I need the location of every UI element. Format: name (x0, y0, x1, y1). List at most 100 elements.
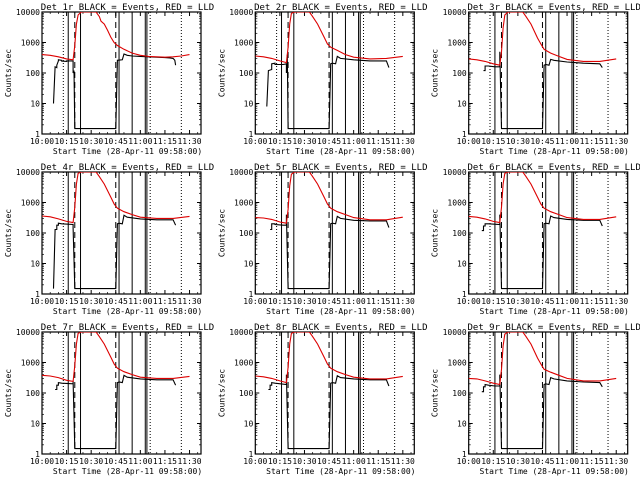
x-tick-label: 10:30 (506, 137, 530, 146)
x-tick-label: 10:15 (268, 457, 292, 466)
x-tick-label: 10:45 (317, 297, 341, 306)
series-events-line (268, 374, 390, 450)
series-lld-line (255, 172, 403, 224)
panel-det-2: Det 2r BLACK = Events, RED = LLD 1 10 100 10… (217, 3, 427, 156)
y-tick-label: 10 (457, 260, 467, 269)
x-tick-label: 11:30 (177, 297, 201, 306)
x-tick-label: 10:15 (55, 137, 79, 146)
y-tick-label: 1000 (234, 39, 253, 48)
x-tick-label: 10:30 (79, 137, 103, 146)
plot-area (468, 12, 617, 134)
plot-frame (468, 171, 629, 295)
y-tick-label: 10 (30, 100, 40, 109)
y-tick-label: 1 (462, 450, 467, 459)
y-tick-label: 10 (244, 100, 254, 109)
x-tick-label: 10:00 (457, 457, 481, 466)
series-lld-line (42, 332, 190, 383)
panel-det-9: Det 9r BLACK = Events, RED = LLD 1 10 100 10… (431, 323, 640, 476)
x-tick-label: 11:00 (128, 297, 152, 306)
panel-det-4: Det 4r BLACK = Events, RED = LLD 1 10 100 10… (4, 163, 214, 316)
series-lld-line (255, 12, 403, 64)
series-events-line (52, 214, 177, 290)
x-tick-label: 10:00 (243, 297, 267, 306)
y-axis-label: Counts/sec (431, 49, 440, 97)
x-tick-label: 10:15 (55, 297, 79, 306)
series-lld-line (468, 172, 617, 224)
x-tick-label: 11:00 (342, 297, 366, 306)
panel-det-5: Det 5r BLACK = Events, RED = LLD 1 10 100 10… (217, 163, 427, 316)
y-axis-label: Counts/sec (431, 209, 440, 257)
y-tick-label: 1000 (234, 199, 253, 208)
x-tick-label: 11:15 (153, 137, 177, 146)
x-axis-label: Start Time (28-Apr-11 09:58:00) (53, 147, 202, 156)
y-tick-label: 10000 (16, 8, 40, 17)
y-tick-label: 1 (248, 130, 253, 139)
x-tick-label: 11:30 (391, 297, 415, 306)
plot-frame (468, 11, 629, 135)
series-lld-line (255, 332, 403, 384)
series-events-line (266, 54, 390, 130)
y-tick-label: 100 (239, 229, 254, 238)
panel-title: Det 7r BLACK = Events, RED = LLD (41, 323, 214, 333)
x-axis-label: Start Time (28-Apr-11 09:58:00) (266, 307, 415, 316)
x-tick-label: 11:00 (555, 137, 579, 146)
y-tick-label: 100 (452, 389, 467, 398)
y-axis-label: Counts/sec (217, 209, 226, 257)
x-tick-label: 11:15 (580, 457, 604, 466)
x-tick-label: 11:00 (128, 137, 152, 146)
y-tick-label: 100 (239, 69, 254, 78)
y-axis-label: Counts/sec (217, 369, 226, 417)
y-tick-label: 10 (30, 260, 40, 269)
y-tick-label: 100 (452, 229, 467, 238)
plot-area (255, 332, 403, 454)
plot-area (255, 12, 403, 134)
panel-title: Det 3r BLACK = Events, RED = LLD (468, 3, 640, 13)
panel-title: Det 4r BLACK = Events, RED = LLD (41, 163, 214, 173)
x-tick-label: 11:30 (604, 297, 628, 306)
y-tick-label: 100 (26, 389, 41, 398)
y-tick-label: 100 (239, 389, 254, 398)
y-tick-label: 10000 (443, 328, 467, 337)
series-lld-line (42, 12, 190, 61)
series-lld-line (468, 332, 617, 386)
x-tick-label: 10:45 (104, 457, 128, 466)
x-tick-label: 11:30 (391, 457, 415, 466)
series-events-line (481, 374, 603, 450)
y-tick-label: 1000 (21, 359, 40, 368)
panel-title: Det 9r BLACK = Events, RED = LLD (468, 323, 640, 333)
panel-det-3: Det 3r BLACK = Events, RED = LLD 1 10 100 10… (431, 3, 640, 156)
plot-area (42, 332, 190, 454)
y-tick-label: 1000 (447, 39, 466, 48)
y-tick-label: 10000 (16, 168, 40, 177)
x-tick-label: 10:45 (317, 457, 341, 466)
x-tick-label: 10:15 (481, 457, 505, 466)
panel-title: Det 8r BLACK = Events, RED = LLD (254, 323, 427, 333)
y-axis-label: Counts/sec (4, 209, 13, 257)
y-tick-label: 1000 (447, 199, 466, 208)
plot-area (255, 172, 403, 294)
x-tick-label: 10:45 (317, 137, 341, 146)
y-tick-label: 10 (244, 420, 254, 429)
y-tick-label: 100 (452, 69, 467, 78)
x-tick-label: 10:30 (292, 457, 316, 466)
x-tick-label: 10:00 (243, 137, 267, 146)
x-tick-label: 10:30 (506, 297, 530, 306)
x-tick-label: 11:15 (366, 137, 390, 146)
x-tick-label: 11:00 (555, 297, 579, 306)
y-axis-label: Counts/sec (4, 369, 13, 417)
y-axis-label: Counts/sec (4, 49, 13, 97)
x-tick-label: 10:15 (268, 297, 292, 306)
x-axis-label: Start Time (28-Apr-11 09:58:00) (480, 307, 629, 316)
panel-title: Det 2r BLACK = Events, RED = LLD (254, 3, 427, 13)
x-tick-label: 11:15 (580, 137, 604, 146)
y-tick-label: 1 (35, 450, 40, 459)
panel-title: Det 6r BLACK = Events, RED = LLD (468, 163, 640, 173)
x-tick-label: 10:00 (30, 457, 54, 466)
y-tick-label: 1 (248, 290, 253, 299)
x-tick-label: 10:30 (79, 297, 103, 306)
y-tick-label: 10 (30, 420, 40, 429)
panel-title: Det 5r BLACK = Events, RED = LLD (254, 163, 427, 173)
x-tick-label: 10:30 (506, 457, 530, 466)
y-tick-label: 1 (35, 290, 40, 299)
y-tick-label: 10000 (229, 168, 253, 177)
